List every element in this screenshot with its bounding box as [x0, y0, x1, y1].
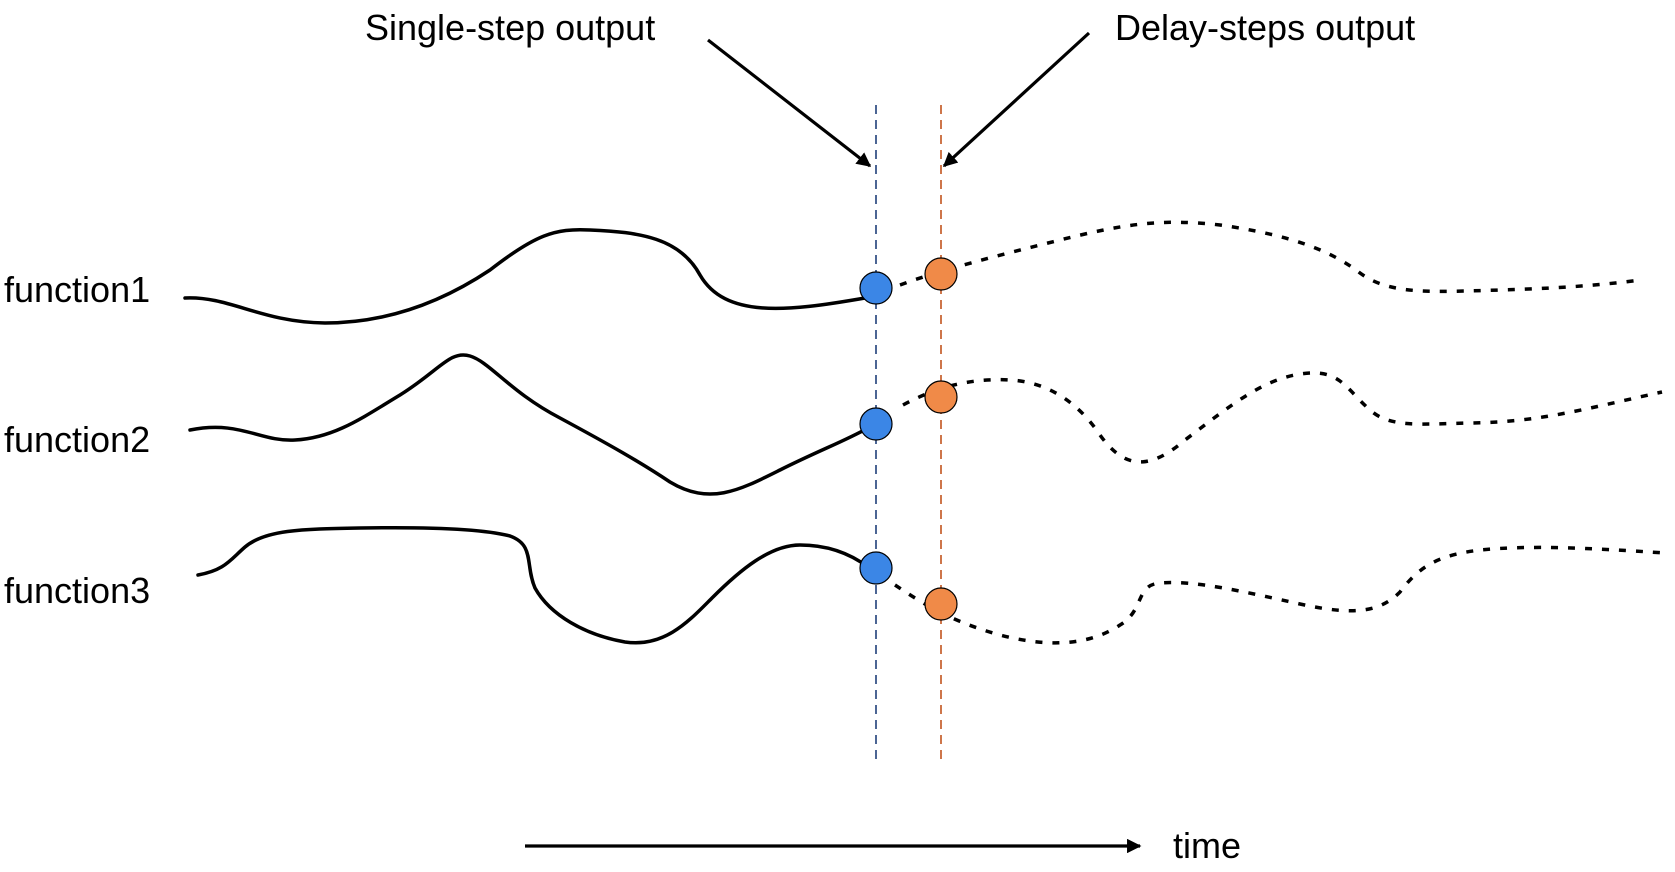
function1-single-step-point	[859, 271, 893, 305]
function3-delay-steps-point	[924, 587, 958, 621]
function2-forecast-curve	[902, 371, 1663, 464]
function1-label: function1	[4, 269, 150, 310]
time-axis-label: time	[1173, 825, 1241, 866]
function1-forecast-curve	[899, 220, 1641, 294]
function2-delay-steps-point	[924, 380, 958, 414]
delay-steps-callout-arrow	[942, 31, 1091, 168]
function3-label: function3	[4, 570, 150, 611]
single-step-callout-arrow	[707, 38, 872, 168]
function3-observed-curve	[196, 525, 870, 645]
function3-forecast-curve	[894, 545, 1666, 645]
function2-observed-curve	[188, 353, 870, 496]
delay-steps-output-label: Delay-steps output	[1115, 7, 1415, 48]
function1-observed-curve	[183, 227, 867, 325]
function2-label: function2	[4, 419, 150, 460]
function2-single-step-point	[859, 407, 893, 441]
single-step-output-label: Single-step output	[365, 7, 655, 48]
function3-single-step-point	[859, 551, 893, 585]
function1-delay-steps-point	[924, 257, 958, 291]
